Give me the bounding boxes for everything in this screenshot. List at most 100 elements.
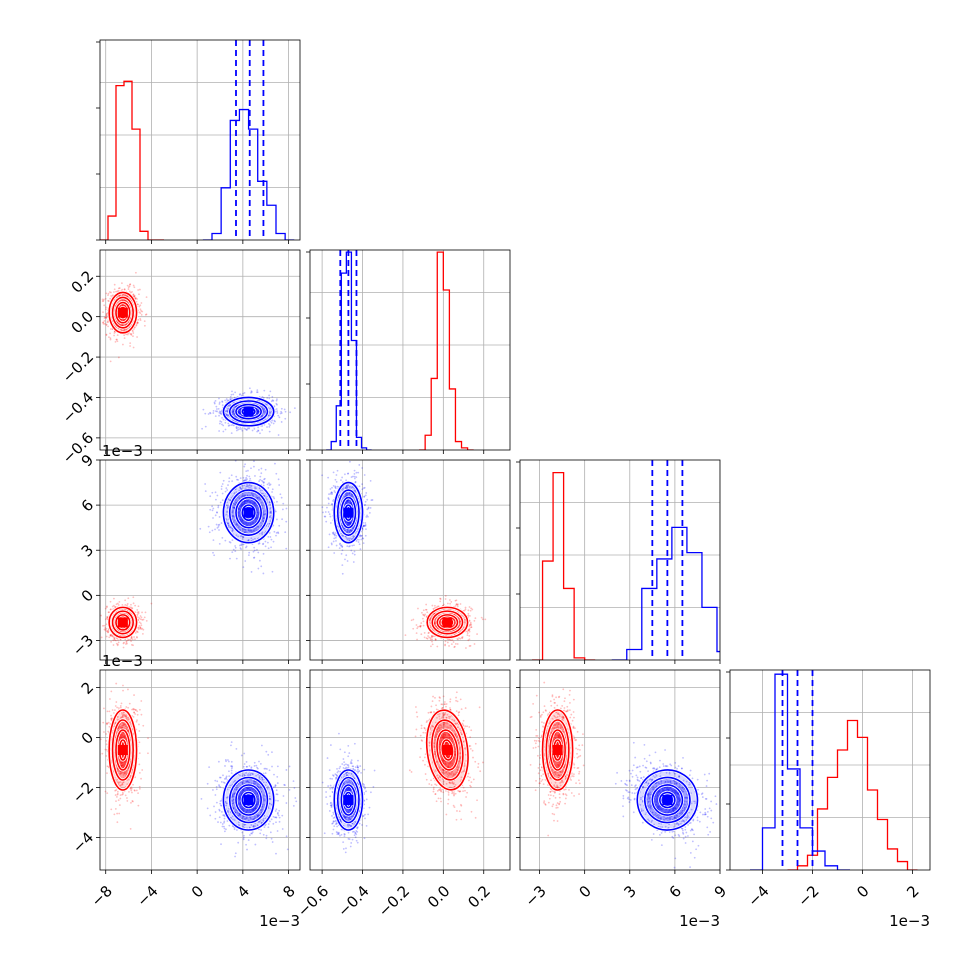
scatter-point [126, 642, 128, 645]
scatter-point [450, 643, 453, 646]
scatter-point [130, 643, 133, 646]
scatter-point [141, 619, 144, 621]
scatter-point [274, 462, 276, 465]
scatter-point [471, 608, 474, 611]
scatter-point [117, 289, 120, 292]
scatter-point [444, 594, 447, 597]
scatter-point [121, 288, 124, 291]
scatter-point [257, 409, 260, 412]
scatter-point [270, 410, 273, 413]
scatter-point [204, 490, 207, 493]
scatter-point [232, 506, 235, 509]
scatter-point [256, 391, 259, 394]
scatter-point [135, 324, 138, 327]
scatter-point [122, 319, 125, 321]
scatter-point [252, 500, 254, 503]
scatter-point [468, 645, 471, 647]
scatter-point [234, 405, 237, 408]
scatter-point [221, 401, 224, 403]
scatter-point [422, 620, 425, 623]
scatter-point [257, 409, 260, 412]
scatter-point [261, 531, 264, 534]
scatter-point [262, 510, 265, 513]
scatter-point [417, 625, 419, 628]
scatter-point [216, 526, 219, 529]
scatter-point [254, 502, 256, 504]
y-tick-label: 9 [78, 451, 97, 470]
scatter-point [261, 518, 264, 521]
scatter-point [484, 618, 487, 621]
scatter-point [283, 408, 286, 411]
scatter-point [282, 502, 285, 505]
scatter-point [238, 497, 241, 499]
scatter-point [268, 516, 271, 519]
scatter-point [117, 604, 120, 606]
scatter-point [255, 497, 258, 499]
scatter-point [458, 620, 461, 623]
scatter-point [232, 411, 235, 413]
scatter-point [251, 502, 254, 505]
scatter-point [219, 412, 222, 414]
scatter-point [214, 399, 217, 402]
scatter-point [246, 485, 249, 488]
scatter-point [103, 624, 106, 627]
scatter-point [139, 317, 142, 320]
scatter-point [467, 609, 470, 612]
scatter-point [260, 501, 263, 504]
scatter-point [469, 609, 472, 612]
scatter-point [139, 626, 142, 629]
scatter-point [434, 638, 437, 640]
scatter-point [419, 624, 422, 627]
scatter-point [211, 505, 214, 508]
scatter-point [112, 636, 115, 638]
scatter-point [257, 429, 260, 432]
scatter-point [212, 507, 215, 510]
scatter-point [238, 412, 241, 415]
scatter-point [225, 398, 228, 400]
scatter-point [214, 415, 217, 418]
scatter-point [106, 321, 109, 324]
scatter-point [275, 531, 278, 534]
scatter-point [232, 408, 235, 411]
scatter-point [255, 409, 258, 411]
scatter-point [366, 514, 368, 517]
scatter-point [221, 499, 224, 502]
scatter-point [237, 526, 240, 529]
scatter-point [269, 511, 272, 514]
scatter-point [439, 620, 441, 622]
scatter-point [139, 627, 142, 630]
scatter-point [467, 639, 470, 642]
scatter-point [419, 625, 422, 628]
scatter-point [240, 428, 243, 430]
scatter-point [346, 500, 349, 503]
scatter-point [236, 478, 238, 481]
scatter-point [132, 596, 135, 599]
scatter-point [217, 524, 220, 526]
scatter-point [281, 508, 284, 511]
scatter-point [273, 497, 276, 500]
scatter-point [246, 427, 249, 430]
scatter-point [104, 629, 107, 631]
peak-marker-blue [243, 507, 254, 518]
scatter-point [352, 535, 355, 538]
scatter-point [446, 602, 449, 605]
scatter-point [104, 627, 107, 629]
scatter-point [130, 606, 133, 609]
scatter-point [251, 530, 254, 533]
scatter-point [231, 390, 233, 393]
scatter-point [238, 408, 241, 411]
scatter-point [255, 413, 258, 415]
scatter-point [254, 517, 257, 520]
scatter-point [221, 423, 223, 426]
scatter-point [212, 551, 214, 554]
scatter-point [226, 407, 229, 410]
scatter-point [143, 616, 146, 619]
scatter-point [256, 516, 259, 519]
scatter-point [262, 542, 265, 545]
scatter-point [130, 603, 132, 606]
scatter-point [225, 410, 228, 412]
scatter-point [467, 629, 470, 631]
scatter-point [244, 494, 246, 497]
scatter-point [248, 475, 251, 478]
scatter-point [269, 483, 272, 486]
